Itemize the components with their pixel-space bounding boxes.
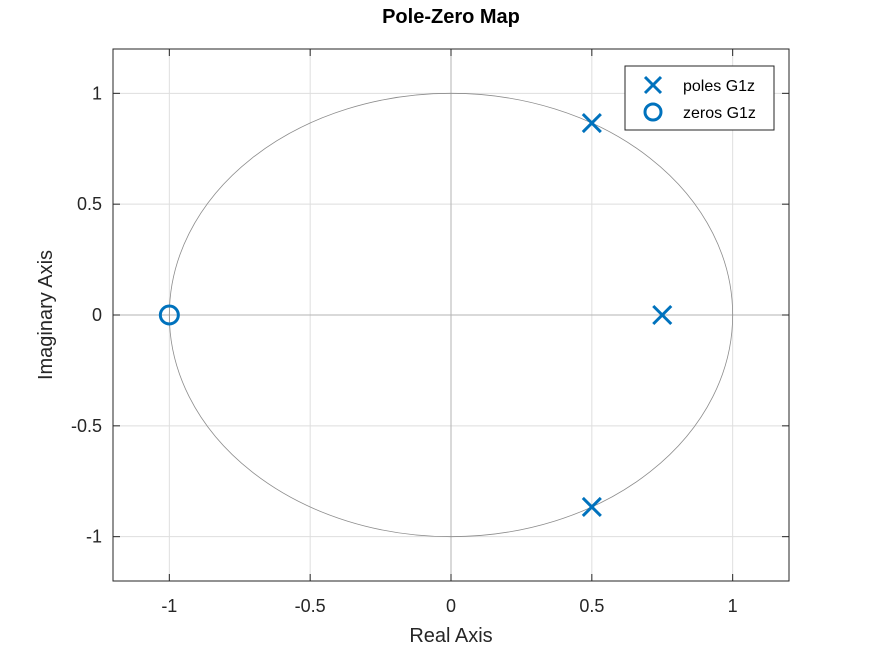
chart-title: Pole-Zero Map bbox=[382, 6, 520, 28]
axes bbox=[112, 48, 790, 582]
y-tick-label: 0 bbox=[92, 305, 102, 325]
y-tick-label: 0.5 bbox=[77, 194, 102, 214]
legend-pole-marker bbox=[643, 75, 663, 95]
x-tick-label: 1 bbox=[728, 596, 738, 616]
x-tick-label: 0.5 bbox=[579, 596, 604, 616]
legend-entries: poles G1z zeros G1z bbox=[643, 75, 756, 122]
unit-circle bbox=[168, 92, 734, 538]
zero-marker bbox=[158, 304, 180, 326]
y-tick-label: -1 bbox=[86, 527, 102, 547]
tick-labels: -1 -0.5 0 0.5 1 -1 -0.5 0 0.5 1 bbox=[71, 83, 738, 616]
legend-zero-marker bbox=[643, 102, 663, 122]
pole-marker-stroke-b bbox=[581, 112, 602, 134]
pole-marker-stroke-b bbox=[652, 304, 673, 326]
pole-marker bbox=[581, 496, 602, 518]
legend: poles G1z zeros G1z bbox=[624, 65, 775, 131]
x-tick-label: -0.5 bbox=[295, 596, 326, 616]
y-axis-label: Imaginary Axis bbox=[35, 250, 57, 380]
x-axis-label: Real Axis bbox=[409, 625, 492, 647]
legend-entry-label: poles G1z bbox=[683, 78, 755, 95]
pole-marker bbox=[652, 304, 673, 326]
y-tick-label: 1 bbox=[92, 83, 102, 103]
x-tick-label: 0 bbox=[446, 596, 456, 616]
x-tick-label: -1 bbox=[161, 596, 177, 616]
legend-pole-marker-stroke-b bbox=[643, 75, 663, 95]
pole-marker-stroke-b bbox=[581, 496, 602, 518]
unit-circle-layer bbox=[168, 92, 734, 538]
pole-marker bbox=[581, 112, 602, 134]
y-tick-label: -0.5 bbox=[71, 416, 102, 436]
legend-entry-label: zeros G1z bbox=[683, 105, 756, 122]
data-marks bbox=[158, 112, 673, 518]
